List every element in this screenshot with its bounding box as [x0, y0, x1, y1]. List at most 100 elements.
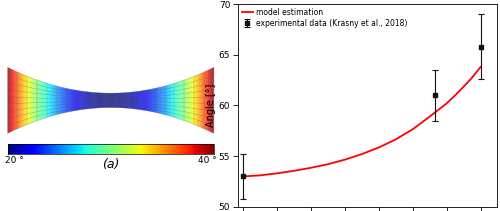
Polygon shape	[205, 71, 206, 129]
Polygon shape	[76, 90, 77, 110]
Legend: model estimation, experimental data (Krasny et al., 2018): model estimation, experimental data (Kra…	[240, 7, 409, 30]
Polygon shape	[83, 144, 84, 154]
Polygon shape	[65, 144, 66, 154]
Polygon shape	[18, 144, 19, 154]
Polygon shape	[111, 144, 112, 154]
Polygon shape	[119, 144, 120, 154]
Polygon shape	[112, 144, 114, 154]
Polygon shape	[73, 90, 74, 111]
Polygon shape	[75, 90, 76, 111]
Polygon shape	[70, 89, 71, 112]
Polygon shape	[207, 144, 208, 154]
Polygon shape	[66, 88, 68, 112]
Polygon shape	[170, 84, 171, 116]
Polygon shape	[123, 93, 124, 108]
model estimation	[248, 175, 254, 177]
Polygon shape	[97, 93, 98, 108]
Text: (a): (a)	[102, 158, 120, 171]
Polygon shape	[201, 144, 202, 154]
Polygon shape	[208, 70, 209, 131]
Polygon shape	[15, 144, 16, 154]
Polygon shape	[172, 84, 173, 117]
Polygon shape	[60, 144, 61, 154]
Polygon shape	[56, 86, 57, 115]
Polygon shape	[80, 91, 81, 110]
Polygon shape	[187, 79, 188, 122]
Polygon shape	[137, 91, 138, 109]
Polygon shape	[77, 144, 78, 154]
Polygon shape	[74, 90, 75, 111]
Polygon shape	[191, 144, 192, 154]
Polygon shape	[115, 93, 116, 108]
Polygon shape	[76, 144, 77, 154]
Polygon shape	[178, 144, 179, 154]
Polygon shape	[134, 144, 136, 154]
Polygon shape	[149, 89, 150, 111]
Polygon shape	[86, 144, 87, 154]
Polygon shape	[72, 144, 73, 154]
Y-axis label: Angle [°]: Angle [°]	[206, 84, 216, 127]
Polygon shape	[121, 144, 122, 154]
Polygon shape	[189, 78, 190, 123]
Polygon shape	[98, 93, 99, 108]
Polygon shape	[152, 144, 153, 154]
model estimation	[325, 163, 331, 165]
Polygon shape	[95, 93, 96, 108]
Polygon shape	[58, 144, 59, 154]
Polygon shape	[84, 144, 85, 154]
Polygon shape	[46, 83, 47, 118]
Polygon shape	[167, 144, 168, 154]
Polygon shape	[148, 89, 149, 111]
Polygon shape	[30, 144, 31, 154]
Polygon shape	[90, 92, 91, 109]
Polygon shape	[35, 79, 36, 121]
Polygon shape	[108, 93, 110, 108]
Polygon shape	[44, 144, 45, 154]
model estimation	[469, 76, 475, 79]
Polygon shape	[68, 144, 69, 154]
Polygon shape	[118, 93, 119, 108]
Polygon shape	[200, 73, 202, 127]
Polygon shape	[99, 144, 100, 154]
Polygon shape	[73, 144, 74, 154]
Polygon shape	[140, 91, 141, 110]
Polygon shape	[138, 91, 139, 110]
Polygon shape	[193, 76, 194, 124]
Polygon shape	[164, 144, 165, 154]
Polygon shape	[199, 144, 200, 154]
Polygon shape	[196, 75, 197, 126]
Polygon shape	[176, 144, 178, 154]
Polygon shape	[158, 144, 159, 154]
Polygon shape	[188, 144, 190, 154]
Polygon shape	[187, 144, 188, 154]
Polygon shape	[144, 90, 145, 110]
Polygon shape	[50, 84, 51, 116]
Polygon shape	[52, 85, 53, 116]
Polygon shape	[50, 144, 51, 154]
Polygon shape	[91, 144, 92, 154]
Polygon shape	[162, 144, 163, 154]
Polygon shape	[180, 81, 182, 120]
Polygon shape	[120, 144, 121, 154]
Polygon shape	[16, 144, 18, 154]
Polygon shape	[116, 93, 117, 108]
Polygon shape	[34, 79, 35, 122]
Polygon shape	[13, 70, 14, 131]
Polygon shape	[175, 83, 176, 118]
Polygon shape	[103, 144, 104, 154]
Polygon shape	[192, 77, 193, 124]
Polygon shape	[156, 88, 158, 113]
Polygon shape	[70, 144, 72, 154]
Polygon shape	[207, 70, 208, 130]
Polygon shape	[169, 85, 170, 116]
Polygon shape	[159, 144, 160, 154]
Polygon shape	[38, 81, 39, 120]
Polygon shape	[150, 144, 152, 154]
Polygon shape	[145, 144, 146, 154]
Polygon shape	[170, 144, 171, 154]
Polygon shape	[87, 144, 88, 154]
Polygon shape	[167, 85, 168, 115]
Polygon shape	[30, 77, 31, 123]
Polygon shape	[147, 90, 148, 111]
Polygon shape	[71, 89, 72, 111]
